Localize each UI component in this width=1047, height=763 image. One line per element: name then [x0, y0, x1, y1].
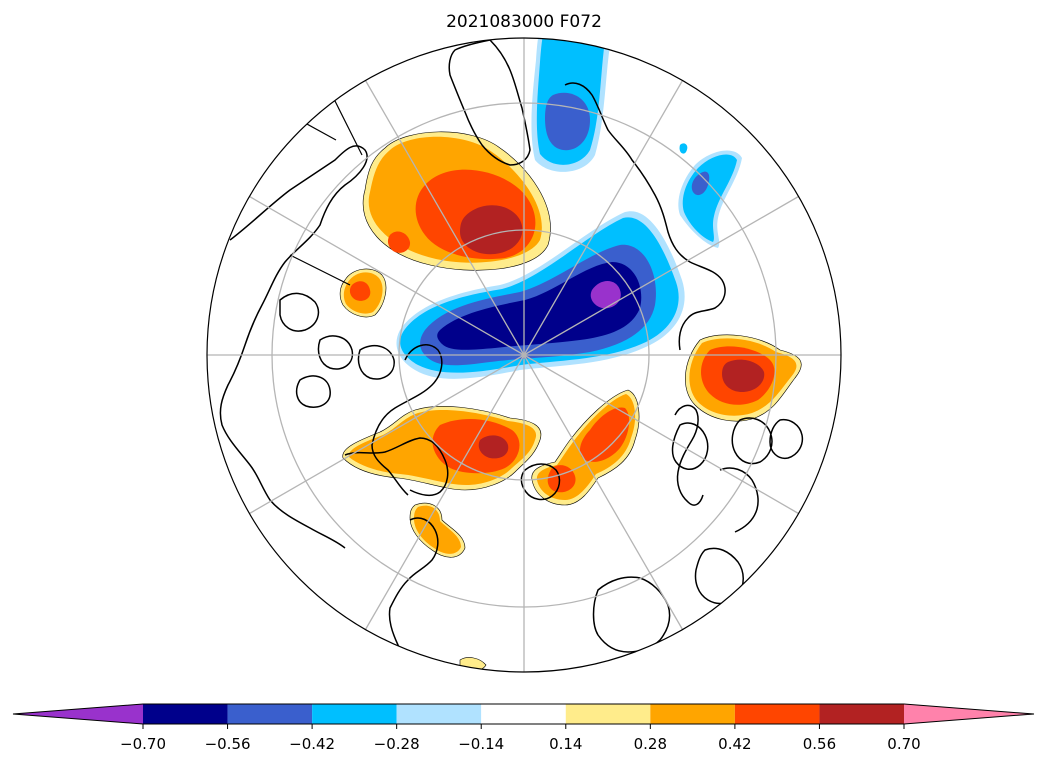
colorbar-segment: [227, 704, 313, 724]
colorbar-tick-label: −0.56: [205, 735, 251, 753]
coastline-greenland: [371, 344, 443, 496]
anomaly-region-hudson-bay: [342, 406, 542, 491]
anomaly-contours: [339, 38, 802, 672]
colorbar: −0.70 −0.56 −0.42 −0.28 −0.14 0.14 0.28 0.42 0.5…: [12, 703, 1035, 753]
anomaly-region-canadian-archipelago: [339, 268, 387, 318]
coastline-alaska: [448, 39, 531, 166]
colorbar-segment: [481, 704, 566, 724]
coastline-svalbard: [731, 417, 804, 465]
meridian-240: [249, 354, 525, 515]
coastline-canadian-islands: [279, 292, 395, 408]
map-boundary: [206, 37, 842, 673]
chart-title: 2021083000 F072: [446, 12, 602, 32]
coastline-labrador: [388, 517, 439, 671]
coastline-siberia: [564, 82, 726, 351]
colorbar-segment: [819, 704, 904, 724]
coastline-europe: [719, 467, 759, 533]
graticule: [207, 38, 841, 672]
coastline-north-america: [219, 145, 368, 549]
polar-map: [206, 37, 842, 673]
colorbar-tick-label: 0.56: [803, 735, 836, 753]
colorbar-segment: [650, 704, 735, 724]
colorbar-extend-min: [13, 704, 143, 724]
anomaly-region-bering-strait: [531, 38, 610, 172]
meridian-150: [523, 354, 684, 630]
colorbar-extend-max: [904, 704, 1034, 724]
anomaly-region-north-pacific: [362, 131, 551, 271]
colorbar-tick-label: −0.14: [458, 735, 504, 753]
colorbar-tick-label: −0.42: [289, 735, 335, 753]
meridian-300: [249, 195, 525, 356]
coastlines: [219, 39, 804, 671]
colorbar-tick-label: 0.14: [549, 735, 582, 753]
colorbar-segment: [734, 704, 820, 724]
colorbar-tick-label: −0.28: [374, 735, 420, 753]
colorbar-tick-label: 0.42: [718, 735, 751, 753]
meridian-60: [523, 195, 799, 356]
colorbar-tick-label: 0.70: [887, 735, 920, 753]
anomaly-region-chukotka: [678, 143, 742, 248]
meridian-330: [364, 80, 525, 356]
border-canada-archipelago: [289, 254, 351, 286]
coastline-iceland: [520, 463, 561, 501]
colorbar-segment: [565, 704, 651, 724]
colorbar-tick-label: 0.28: [634, 735, 667, 753]
anomaly-region-central-arctic: [396, 211, 685, 379]
colorbar-segment: [143, 704, 228, 724]
colorbar-tick-label: −0.70: [120, 735, 166, 753]
meridian-120: [523, 354, 799, 515]
coastline-hudson-bay: [344, 437, 449, 497]
meridian-30: [523, 80, 684, 356]
colorbar-segment: [312, 704, 397, 724]
coastline-novaya-zemlya: [674, 404, 704, 506]
colorbar-segment: [396, 704, 482, 724]
meridian-210: [364, 354, 525, 630]
